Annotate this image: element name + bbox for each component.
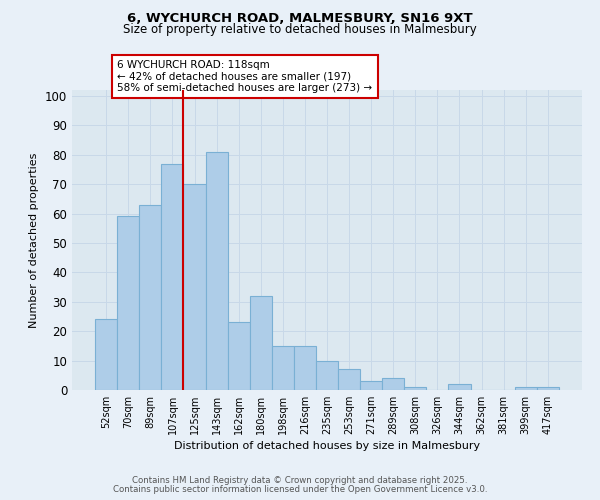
Y-axis label: Number of detached properties: Number of detached properties bbox=[29, 152, 40, 328]
Bar bbox=[272, 346, 294, 390]
Bar bbox=[117, 216, 139, 390]
Bar bbox=[139, 204, 161, 390]
Bar bbox=[316, 360, 338, 390]
Bar bbox=[448, 384, 470, 390]
Bar bbox=[404, 387, 427, 390]
Text: Contains public sector information licensed under the Open Government Licence v3: Contains public sector information licen… bbox=[113, 485, 487, 494]
Text: Contains HM Land Registry data © Crown copyright and database right 2025.: Contains HM Land Registry data © Crown c… bbox=[132, 476, 468, 485]
Bar bbox=[360, 381, 382, 390]
Bar bbox=[515, 387, 537, 390]
Bar bbox=[161, 164, 184, 390]
Text: 6, WYCHURCH ROAD, MALMESBURY, SN16 9XT: 6, WYCHURCH ROAD, MALMESBURY, SN16 9XT bbox=[127, 12, 473, 26]
Bar bbox=[184, 184, 206, 390]
Bar bbox=[206, 152, 227, 390]
Bar bbox=[250, 296, 272, 390]
Bar bbox=[338, 370, 360, 390]
Bar bbox=[382, 378, 404, 390]
Bar bbox=[537, 387, 559, 390]
Text: 6 WYCHURCH ROAD: 118sqm
← 42% of detached houses are smaller (197)
58% of semi-d: 6 WYCHURCH ROAD: 118sqm ← 42% of detache… bbox=[117, 60, 373, 93]
Bar bbox=[227, 322, 250, 390]
X-axis label: Distribution of detached houses by size in Malmesbury: Distribution of detached houses by size … bbox=[174, 441, 480, 451]
Bar bbox=[95, 320, 117, 390]
Bar bbox=[294, 346, 316, 390]
Text: Size of property relative to detached houses in Malmesbury: Size of property relative to detached ho… bbox=[123, 22, 477, 36]
